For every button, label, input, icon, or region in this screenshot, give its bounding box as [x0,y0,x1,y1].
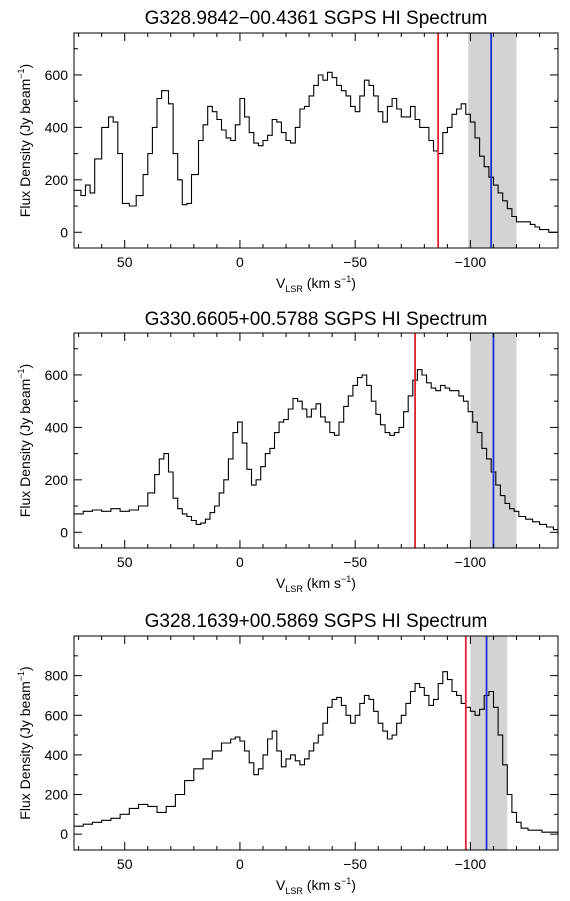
y-axis-label-part: −1 [16,68,26,78]
x-tick-label: 0 [236,254,244,270]
plot-frame [73,32,559,249]
x-axis-label-part: LSR [285,584,303,594]
x-tick-label: 50 [117,254,133,270]
x-axis-label-part: V [276,275,286,291]
x-axis-label-part: LSR [285,886,303,896]
y-axis-label-part: ) [17,666,33,671]
spectrum-panel-1: G328.9842−00.4361 SGPS HI Spectrum 50 0 −50… [16,8,559,294]
panel-title: G328.9842−00.4361 SGPS HI Spectrum [145,8,488,29]
x-axis-label: VLSR (km s−1) [276,274,356,294]
x-axis-label-part: LSR [285,284,303,294]
shaded-velocity-range [470,636,508,850]
x-tick-label: −100 [455,554,487,570]
x-axis-label: VLSR (km s−1) [276,876,356,896]
plot-frame [73,635,559,851]
x-axis-label-part: −1 [341,574,351,584]
x-axis-label-part: (km s [303,275,341,291]
x-tick-label: −100 [455,856,487,872]
y-tick-label: 400 [45,119,69,135]
y-tick-label: 800 [45,668,69,684]
y-axis-label: Flux Density (Jy beam−1) [16,364,33,517]
panel-title: G330.6605+00.5788 SGPS HI Spectrum [145,309,488,330]
x-tick-label: 0 [236,554,244,570]
x-axis-label-part: V [276,877,286,893]
y-tick-label: 200 [45,787,69,803]
x-axis-label-part: −1 [341,274,351,284]
x-axis-label-part: ) [351,575,356,591]
spectrum-line [74,369,559,533]
x-axis-label-part: ) [351,275,356,291]
spectrum-panel-3: G328.1639+00.5869 SGPS HI Spectrum 50 0 −50… [16,611,559,896]
y-axis-label-part: ) [17,364,33,369]
y-tick-label: 200 [45,472,69,488]
x-tick-label: 50 [117,856,133,872]
y-tick-label: 600 [45,367,69,383]
spectrum-panel-2: G330.6605+00.5788 SGPS HI Spectrum 50 0 −50… [16,309,559,594]
y-axis-label-part: Flux Density (Jy beam [17,681,33,819]
y-axis-label-part: Flux Density (Jy beam [17,79,33,217]
y-tick-label: 0 [60,524,68,540]
y-tick-label: 400 [45,747,69,763]
x-tick-label: −50 [343,554,367,570]
x-axis-label-part: −1 [341,876,351,886]
x-axis-label-part: ) [351,877,356,893]
y-tick-label: 200 [45,172,69,188]
plot-frame [73,332,559,549]
y-axis-label-part: −1 [16,368,26,378]
spectrum-line [74,71,558,233]
y-axis-label: Flux Density (Jy beam−1) [16,666,33,819]
x-axis-label: VLSR (km s−1) [276,574,356,594]
x-tick-label: −50 [343,254,367,270]
y-axis-label-part: −1 [16,671,26,681]
y-tick-label: 400 [45,419,69,435]
x-tick-label: −100 [455,254,487,270]
y-tick-label: 600 [45,67,69,83]
x-tick-label: 0 [236,856,244,872]
y-axis-label: Flux Density (Jy beam−1) [16,64,33,217]
x-axis-label-part: V [276,575,286,591]
x-axis-label-part: (km s [303,877,341,893]
y-axis-label-part: ) [17,64,33,69]
y-tick-label: 0 [60,826,68,842]
x-tick-label: 50 [117,554,133,570]
spectrum-line [74,671,559,835]
shaded-velocity-range [468,33,517,248]
x-tick-label: −50 [343,856,367,872]
y-tick-label: 600 [45,707,69,723]
y-axis-label-part: Flux Density (Jy beam [17,379,33,517]
x-axis-label-part: (km s [303,575,341,591]
y-tick-label: 0 [60,224,68,240]
panel-title: G328.1639+00.5869 SGPS HI Spectrum [145,611,488,632]
